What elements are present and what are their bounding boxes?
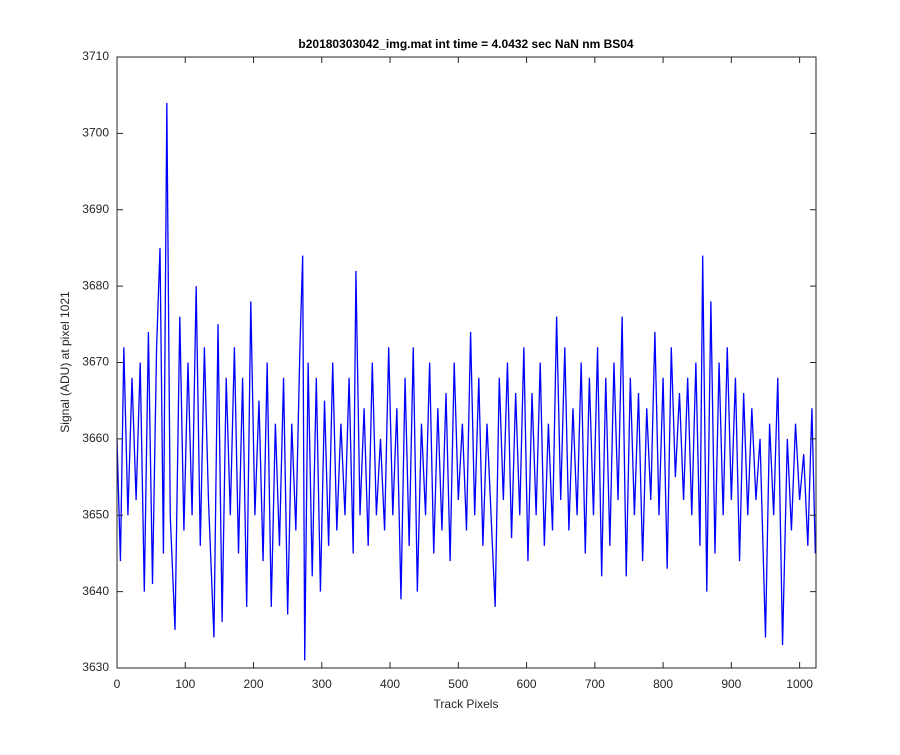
y-tick-label: 3630	[82, 660, 109, 674]
y-tick-label: 3710	[82, 49, 109, 63]
y-tick-label: 3660	[82, 431, 109, 445]
x-tick-label: 500	[448, 677, 468, 691]
x-axis-label: Track Pixels	[434, 697, 499, 711]
x-tick-label: 900	[721, 677, 741, 691]
x-tick-label: 1000	[786, 677, 813, 691]
y-tick-label: 3640	[82, 584, 109, 598]
x-tick-label: 800	[653, 677, 673, 691]
y-tick-label: 3670	[82, 355, 109, 369]
x-tick-label: 400	[380, 677, 400, 691]
x-tick-label: 700	[585, 677, 605, 691]
chart-title: b20180303042_img.mat int time = 4.0432 s…	[298, 37, 634, 51]
x-tick-label: 200	[244, 677, 264, 691]
x-tick-label: 0	[114, 677, 121, 691]
x-tick-label: 300	[312, 677, 332, 691]
y-tick-label: 3650	[82, 507, 109, 521]
y-tick-label: 3680	[82, 278, 109, 292]
y-tick-label: 3700	[82, 126, 109, 140]
data-line	[116, 102, 816, 661]
x-tick-label: 100	[175, 677, 195, 691]
x-tick-label: 600	[517, 677, 537, 691]
y-axis-label: Signal (ADU) at pixel 1021	[58, 291, 72, 433]
y-tick-label: 3690	[82, 202, 109, 216]
